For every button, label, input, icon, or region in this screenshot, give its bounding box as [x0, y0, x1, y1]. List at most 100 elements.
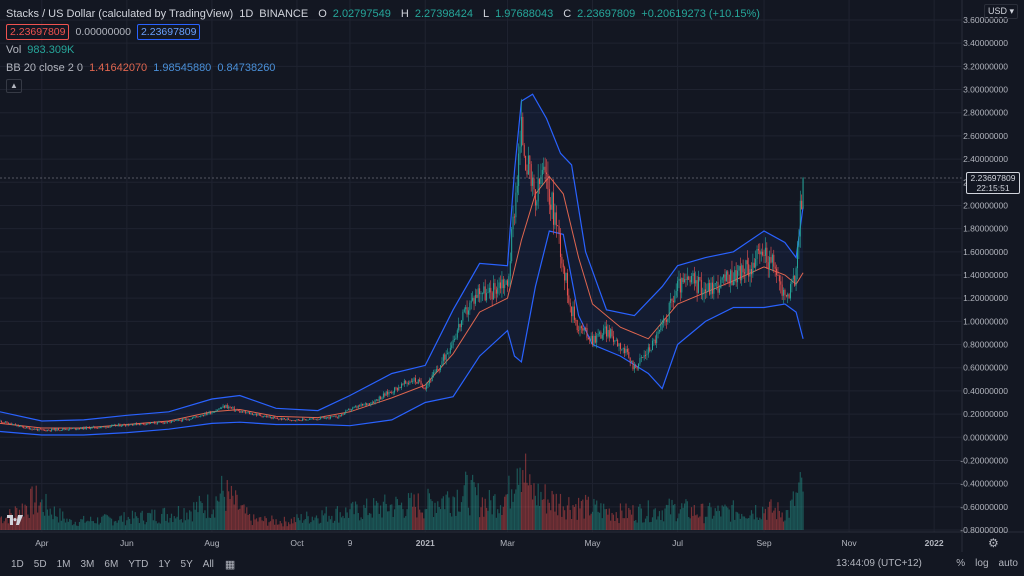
x-tick-label: Nov: [842, 538, 858, 548]
volume-bar: [244, 513, 246, 530]
timeframe-all[interactable]: All: [202, 558, 214, 570]
candle-body: [710, 282, 712, 295]
tradingview-logo-icon[interactable]: [6, 514, 24, 529]
candle-body: [664, 318, 666, 320]
candle-body: [513, 216, 515, 218]
volume-bar: [598, 512, 601, 530]
volume-bar: [177, 505, 180, 530]
volume-bar: [515, 489, 517, 530]
currency-selector[interactable]: USD ▾: [984, 4, 1019, 19]
candle-body: [558, 226, 560, 234]
timeframe-6m[interactable]: 6M: [104, 558, 119, 570]
volume-bar: [137, 517, 139, 530]
candle-body: [636, 367, 638, 369]
volume-bar: [398, 505, 400, 530]
volume-bar: [572, 505, 574, 530]
sell-button[interactable]: 2.23697809: [6, 24, 70, 40]
candle-body: [592, 335, 594, 345]
candle-body: [244, 411, 246, 413]
volume-bar: [474, 487, 477, 530]
exchange-label[interactable]: BINANCE: [259, 8, 309, 20]
candle-body: [357, 405, 359, 408]
candle-body: [329, 416, 331, 419]
bb-upper-line: [0, 93, 804, 422]
settings-gear-icon[interactable]: ⚙: [988, 536, 999, 550]
volume-bar: [497, 509, 499, 530]
candle-body: [787, 294, 789, 297]
volume-bar: [721, 505, 723, 530]
volume-bar: [360, 517, 362, 530]
volume-bar: [757, 519, 760, 530]
candle-body: [230, 407, 232, 409]
candle-body: [198, 416, 200, 417]
candle-body: [315, 419, 317, 421]
candle-body: [242, 411, 244, 413]
timeframe-1m[interactable]: 1M: [56, 558, 71, 570]
candle-body: [363, 404, 365, 406]
candle-body: [120, 425, 122, 427]
volume-bar: [117, 520, 120, 530]
date-range-calendar-icon[interactable]: ▦: [224, 558, 236, 571]
volume-bar: [766, 519, 768, 530]
timeframe-5y[interactable]: 5Y: [180, 558, 193, 570]
candle-body: [283, 418, 285, 420]
percent-scale-toggle[interactable]: %: [956, 558, 966, 569]
candle-body: [571, 306, 573, 317]
candle-body: [702, 293, 704, 295]
candle-body: [10, 423, 12, 425]
y-tick-label: 1.60000000: [963, 247, 1008, 257]
volume-value: 983.309K: [27, 44, 75, 56]
candle-body: [462, 311, 464, 321]
y-tick-label: 2.80000000: [963, 108, 1008, 118]
candle-body: [586, 328, 588, 338]
candle-body: [685, 279, 687, 280]
candle-body: [0, 420, 1, 422]
volume-bar: [527, 485, 530, 530]
candle-body: [364, 403, 366, 405]
volume-legend[interactable]: Vol 983.309K: [6, 41, 760, 59]
y-tick-label: 3.60000000: [963, 15, 1008, 25]
timeframe-3m[interactable]: 3M: [80, 558, 95, 570]
y-tick-label: -0.80000000: [960, 525, 1008, 535]
volume-bar: [60, 520, 62, 530]
x-tick-label: Sep: [756, 538, 771, 548]
volume-bar: [628, 507, 630, 530]
bb-legend[interactable]: BB 20 close 2 0 1.41642070 1.98545880 0.…: [6, 59, 760, 77]
candle-body: [381, 397, 383, 400]
chevron-up-icon[interactable]: ▲: [6, 79, 22, 93]
timeframe-5d[interactable]: 5D: [33, 558, 47, 570]
volume-bar: [547, 499, 549, 530]
volume-bar: [604, 509, 606, 530]
candle-body: [440, 365, 442, 370]
volume-bar: [561, 516, 563, 530]
candle-body: [738, 266, 740, 271]
volume-bar: [232, 495, 234, 530]
clock-timezone[interactable]: 13:44:09 (UTC+12): [836, 558, 922, 569]
volume-bar: [702, 503, 704, 530]
timeframe-1d[interactable]: 1D: [11, 558, 24, 570]
candle-body: [626, 348, 628, 352]
candle-body: [77, 428, 79, 430]
volume-bar: [566, 505, 569, 530]
timeframe-1y[interactable]: 1Y: [158, 558, 171, 570]
candle-body: [380, 396, 382, 400]
volume-bar: [679, 509, 681, 530]
candle-body: [258, 414, 260, 415]
log-scale-toggle[interactable]: log: [975, 558, 989, 569]
symbol-title[interactable]: Stacks / US Dollar (calculated by Tradin…: [6, 8, 234, 20]
timeframe-ytd[interactable]: YTD: [128, 558, 149, 570]
buy-button[interactable]: 2.23697809: [136, 24, 201, 40]
candle-body: [737, 270, 739, 283]
auto-scale-toggle[interactable]: auto: [998, 558, 1018, 569]
interval-label[interactable]: 1D: [239, 8, 254, 20]
volume-bar: [658, 511, 661, 530]
candle-body: [621, 348, 623, 350]
volume-bar: [555, 493, 557, 530]
candle-body: [421, 384, 423, 388]
volume-bar: [502, 506, 504, 530]
candle-body: [327, 417, 329, 418]
volume-bar: [243, 504, 245, 530]
volume-bar: [81, 519, 83, 530]
candle-body: [338, 415, 340, 418]
